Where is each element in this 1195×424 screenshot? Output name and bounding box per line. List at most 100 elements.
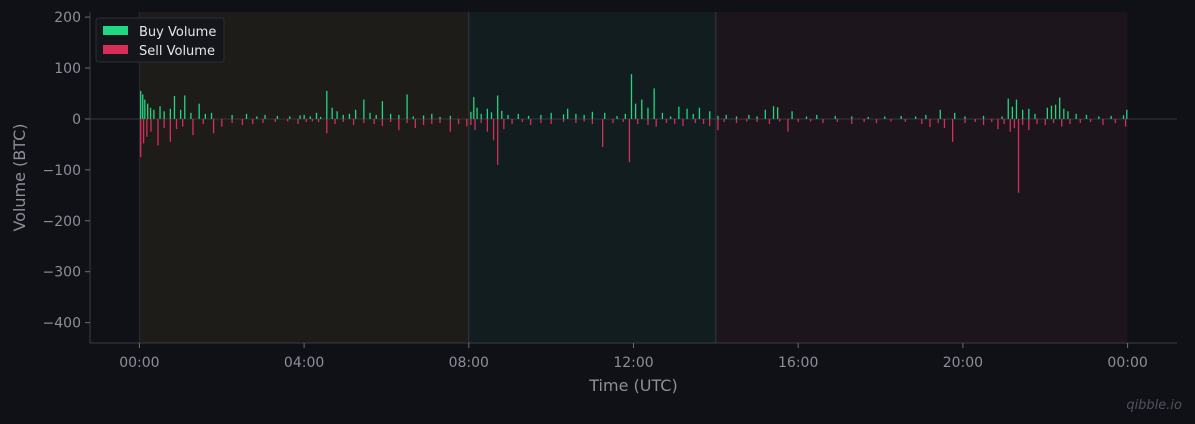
y-tick-label-0: 200 (54, 10, 81, 26)
legend-label-sell: Sell Volume (139, 44, 215, 59)
bar-sell-60 (637, 118, 639, 125)
bar-buy-40 (412, 116, 414, 119)
bar-buy-107 (1046, 107, 1049, 119)
bar-buy-18 (256, 116, 258, 119)
bar-buy-117 (1122, 115, 1125, 119)
bar-sell-79 (822, 118, 824, 124)
bar-buy-88 (816, 114, 818, 119)
bar-buy-95 (925, 114, 927, 119)
bar-sell-85 (904, 118, 906, 122)
bar-sell-56 (602, 118, 604, 147)
bar-buy-101 (1007, 98, 1009, 119)
bar-sell-8 (182, 118, 184, 127)
bar-buy-86 (791, 111, 793, 119)
bar-sell-35 (431, 118, 433, 125)
bar-sell-87 (929, 118, 931, 128)
bar-buy-24 (309, 116, 311, 119)
bar-buy-114 (1085, 114, 1088, 119)
legend-swatch-sell (103, 45, 128, 54)
bar-sell-31 (398, 118, 400, 131)
bar-sell-48 (521, 118, 524, 122)
bar-buy-19 (264, 114, 266, 119)
bar-sell-80 (836, 118, 839, 122)
bar-sell-100 (1021, 118, 1024, 126)
bar-buy-48 (480, 113, 482, 119)
y-tick-label-1: 100 (54, 61, 81, 77)
bar-buy-75 (692, 113, 694, 119)
bar-sell-1 (142, 118, 145, 144)
bar-buy-46 (473, 97, 475, 119)
bar-buy-31 (348, 113, 351, 119)
bar-buy-28 (331, 107, 333, 119)
bar-sell-78 (809, 118, 812, 122)
bar-sell-12 (221, 118, 223, 127)
bar-buy-29 (336, 111, 338, 119)
bar-buy-113 (1075, 113, 1077, 119)
bar-buy-98 (964, 116, 966, 119)
bar-buy-106 (1034, 113, 1036, 119)
bar-sell-76 (787, 118, 789, 132)
x-tick-label-5: 20:00 (943, 355, 983, 371)
bar-sell-65 (682, 118, 684, 127)
bar-sell-107 (1079, 118, 1081, 124)
session-bands (90, 12, 1177, 343)
bar-buy-72 (669, 116, 672, 119)
bar-sell-57 (612, 118, 614, 124)
bar-buy-16 (231, 114, 233, 119)
bar-sell-90 (952, 118, 954, 142)
bar-buy-60 (575, 113, 577, 119)
bar-buy-65 (624, 113, 626, 119)
bar-sell-7 (175, 118, 178, 130)
bar-sell-86 (921, 118, 923, 125)
bar-buy-32 (354, 109, 357, 119)
bar-sell-52 (562, 118, 565, 122)
bar-sell-55 (591, 118, 594, 125)
x-axis-title: Time (UTC) (588, 376, 677, 395)
bar-buy-102 (1011, 106, 1014, 119)
bar-sell-109 (1102, 118, 1104, 126)
x-tick-label-2: 08:00 (449, 355, 489, 371)
bar-buy-43 (439, 116, 441, 119)
bar-buy-57 (550, 112, 552, 119)
bar-buy-21 (289, 116, 291, 119)
bar-sell-101 (1028, 118, 1030, 131)
bar-sell-30 (389, 118, 392, 122)
bar-sell-104 (1052, 118, 1055, 124)
bar-sell-72 (746, 118, 748, 122)
bar-buy-91 (867, 116, 869, 119)
bar-sell-44 (492, 118, 495, 141)
bar-sell-19 (297, 118, 299, 125)
x-tick-label-4: 16:00 (778, 355, 818, 371)
bar-sell-23 (326, 118, 328, 134)
x-tick-label-3: 12:00 (613, 355, 653, 371)
bar-buy-94 (914, 116, 917, 119)
bar-sell-95 (997, 118, 999, 130)
bar-buy-17 (245, 113, 248, 119)
bar-sell-105 (1061, 118, 1063, 127)
bar-sell-94 (991, 118, 993, 122)
bar-buy-47 (476, 107, 478, 119)
bar-sell-74 (768, 118, 771, 125)
watermark: qibble.io (1126, 398, 1182, 413)
y-tick-label-4: −200 (43, 214, 81, 230)
bar-buy-112 (1067, 111, 1069, 119)
bar-sell-16 (262, 118, 264, 124)
bar-sell-106 (1069, 118, 1071, 125)
bar-buy-70 (653, 88, 655, 119)
y-axis-title: Volume (BTC) (10, 123, 29, 231)
bar-sell-59 (628, 118, 631, 163)
bar-sell-27 (363, 118, 365, 124)
bar-sell-53 (575, 118, 577, 124)
bar-buy-41 (422, 115, 425, 119)
bar-buy-26 (319, 116, 322, 119)
chart-axes: 200 100 0 −100 −200 −300 −400 00:00 04:00 08:00 12… (43, 10, 1177, 371)
bar-sell-21 (311, 118, 314, 122)
bar-buy-73 (678, 106, 680, 119)
bar-buy-20 (276, 115, 279, 119)
bar-buy-45 (470, 111, 472, 119)
bar-buy-30 (342, 114, 344, 119)
bar-buy-39 (406, 94, 408, 119)
bar-buy-103 (1015, 99, 1018, 119)
bar-sell-81 (851, 118, 853, 125)
bar-buy-12 (190, 112, 192, 119)
